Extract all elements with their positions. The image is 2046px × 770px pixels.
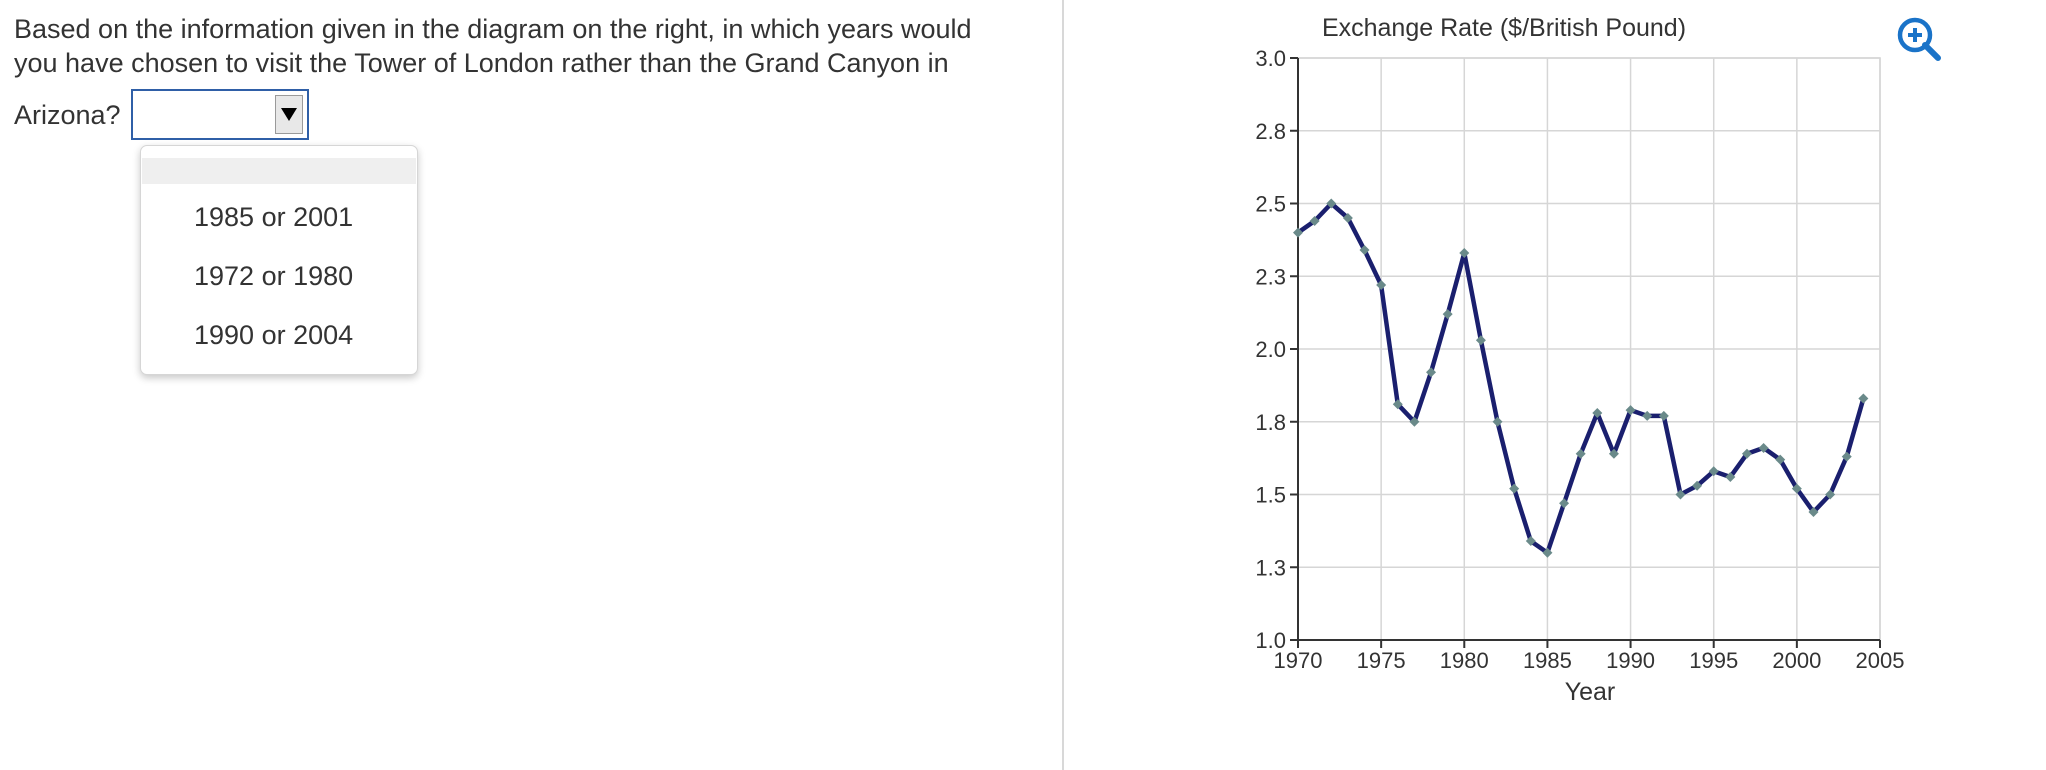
data-point <box>1725 472 1736 483</box>
data-point <box>1392 399 1403 410</box>
data-point <box>1326 198 1337 209</box>
select-arrow-button[interactable] <box>274 95 303 134</box>
data-point <box>1492 416 1503 427</box>
series-line <box>1296 201 1866 555</box>
data-point <box>1675 489 1686 500</box>
x-tick-label: 1985 <box>1523 648 1572 673</box>
data-point <box>1559 498 1570 509</box>
chart-series <box>1293 198 1869 558</box>
data-point <box>1459 247 1470 258</box>
data-point <box>1658 410 1669 421</box>
chart-grid <box>1297 57 1881 641</box>
data-point <box>1642 410 1653 421</box>
x-tick-label: 1990 <box>1606 648 1655 673</box>
x-tick-label: 1970 <box>1274 648 1323 673</box>
data-point <box>1825 489 1836 500</box>
x-tick-label: 2005 <box>1856 648 1905 673</box>
x-tick-label: 1995 <box>1689 648 1738 673</box>
x-tick-label: 2000 <box>1772 648 1821 673</box>
data-point <box>1342 213 1353 224</box>
question-panel: Based on the information given in the di… <box>14 12 1054 375</box>
data-point <box>1376 279 1387 290</box>
data-point <box>1525 536 1536 547</box>
zoom-in-icon <box>1897 17 1941 61</box>
data-point <box>1542 547 1553 558</box>
dropdown-option-1[interactable]: 1985 or 2001 <box>194 202 354 232</box>
question-line-1: Based on the information given in the di… <box>14 14 972 44</box>
data-point <box>1741 448 1752 459</box>
y-tick-label: 2.8 <box>1255 119 1286 144</box>
data-point <box>1509 483 1520 494</box>
data-point <box>1309 215 1320 226</box>
data-point <box>1608 448 1619 459</box>
question-line-2: you have chosen to visit the Tower of Lo… <box>14 48 949 78</box>
panel-divider <box>1062 0 1064 770</box>
data-point <box>1426 367 1437 378</box>
x-axis-title: Year <box>1565 678 1616 706</box>
data-point <box>1475 335 1486 346</box>
question-text: Based on the information given in the di… <box>14 12 1054 140</box>
y-tick-label: 2.5 <box>1255 192 1286 217</box>
y-tick-label: 2.0 <box>1255 337 1286 362</box>
data-point <box>1409 416 1420 427</box>
data-point <box>1293 227 1303 238</box>
question-line-3-row: Arizona? <box>14 89 1054 140</box>
chart-title: Exchange Rate ($/British Pound) <box>1322 14 1686 42</box>
question-line-3: Arizona? <box>14 99 121 130</box>
y-tick-label: 1.0 <box>1255 628 1286 653</box>
y-tick-label: 1.5 <box>1255 483 1286 508</box>
y-tick-label: 1.3 <box>1255 555 1286 580</box>
data-point <box>1442 309 1453 320</box>
dropdown-menu: 1985 or 2001 1972 or 1980 1990 or 2004 <box>140 145 418 375</box>
data-point <box>1708 466 1719 477</box>
data-point <box>1808 506 1819 517</box>
x-tick-label: 1980 <box>1440 648 1489 673</box>
y-tick-label: 3.0 <box>1255 46 1286 71</box>
dropdown-option-3[interactable]: 1990 or 2004 <box>194 320 354 350</box>
data-point <box>1625 405 1636 416</box>
zoom-in-button[interactable] <box>1897 17 1941 61</box>
dropdown-option-blank[interactable] <box>142 158 416 184</box>
data-point <box>1858 393 1869 404</box>
chart-axes: 1.0 1.3 1.5 1.8 2.0 2.3 2.5 2.8 3.0 1970 1975 1980 1… <box>1255 46 1904 673</box>
data-point <box>1758 442 1769 453</box>
answer-select[interactable] <box>130 89 309 140</box>
data-point <box>1791 483 1802 494</box>
y-tick-label: 2.3 <box>1255 264 1286 289</box>
data-point <box>1692 480 1703 491</box>
data-point <box>1841 451 1852 462</box>
x-tick-label: 1975 <box>1357 648 1406 673</box>
triangle-down-icon <box>280 108 297 121</box>
data-point <box>1359 245 1370 256</box>
dropdown-option-2[interactable]: 1972 or 1980 <box>194 261 354 291</box>
data-point <box>1592 408 1603 419</box>
data-point <box>1575 448 1586 459</box>
y-tick-label: 1.8 <box>1255 410 1286 435</box>
data-point <box>1775 454 1786 465</box>
